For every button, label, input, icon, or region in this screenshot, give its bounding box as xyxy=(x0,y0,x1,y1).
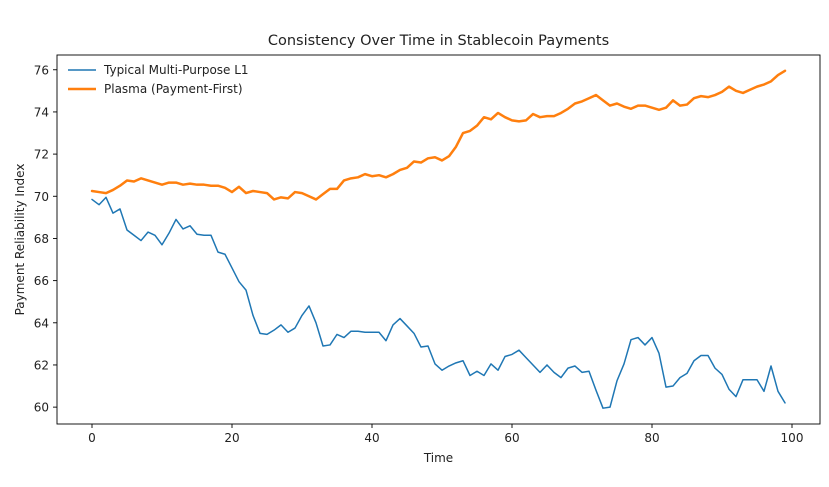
x-tick-label: 20 xyxy=(224,431,239,445)
y-tick-label: 72 xyxy=(34,148,49,162)
x-tick-label: 60 xyxy=(504,431,519,445)
chart-title: Consistency Over Time in Stablecoin Paym… xyxy=(268,33,609,49)
x-axis-ticks: 0 20 40 60 80 100 xyxy=(88,424,803,445)
legend-label-typical-l1: Typical Multi-Purpose L1 xyxy=(103,63,249,77)
axes-layer xyxy=(56,54,821,425)
x-tick-label: 100 xyxy=(781,431,804,445)
x-tick-label: 0 xyxy=(88,431,96,445)
y-axis-ticks: 60 62 64 66 68 70 72 74 76 xyxy=(34,63,57,415)
x-axis-title: Time xyxy=(423,451,453,465)
x-tick-label: 40 xyxy=(364,431,379,445)
y-tick-label: 64 xyxy=(34,316,49,330)
plot-area-background xyxy=(57,55,820,424)
y-tick-label: 60 xyxy=(34,401,49,415)
y-tick-label: 70 xyxy=(34,190,49,204)
legend-label-plasma: Plasma (Payment-First) xyxy=(104,82,243,96)
y-tick-label: 68 xyxy=(34,232,49,246)
series-line-typical-multi-purpose-l1 xyxy=(91,196,786,409)
y-tick-label: 74 xyxy=(34,105,49,119)
y-tick-label: 76 xyxy=(34,63,49,77)
series-line-plasma-payment-first xyxy=(90,69,787,201)
y-axis-title: Payment Reliability Index xyxy=(13,164,27,316)
x-tick-label: 80 xyxy=(644,431,659,445)
y-tick-label: 62 xyxy=(34,358,49,372)
series-layer xyxy=(90,69,787,409)
y-tick-label: 66 xyxy=(34,274,49,288)
legend: Typical Multi-Purpose L1 Plasma (Payment… xyxy=(68,63,249,96)
plot-frame xyxy=(56,54,821,425)
